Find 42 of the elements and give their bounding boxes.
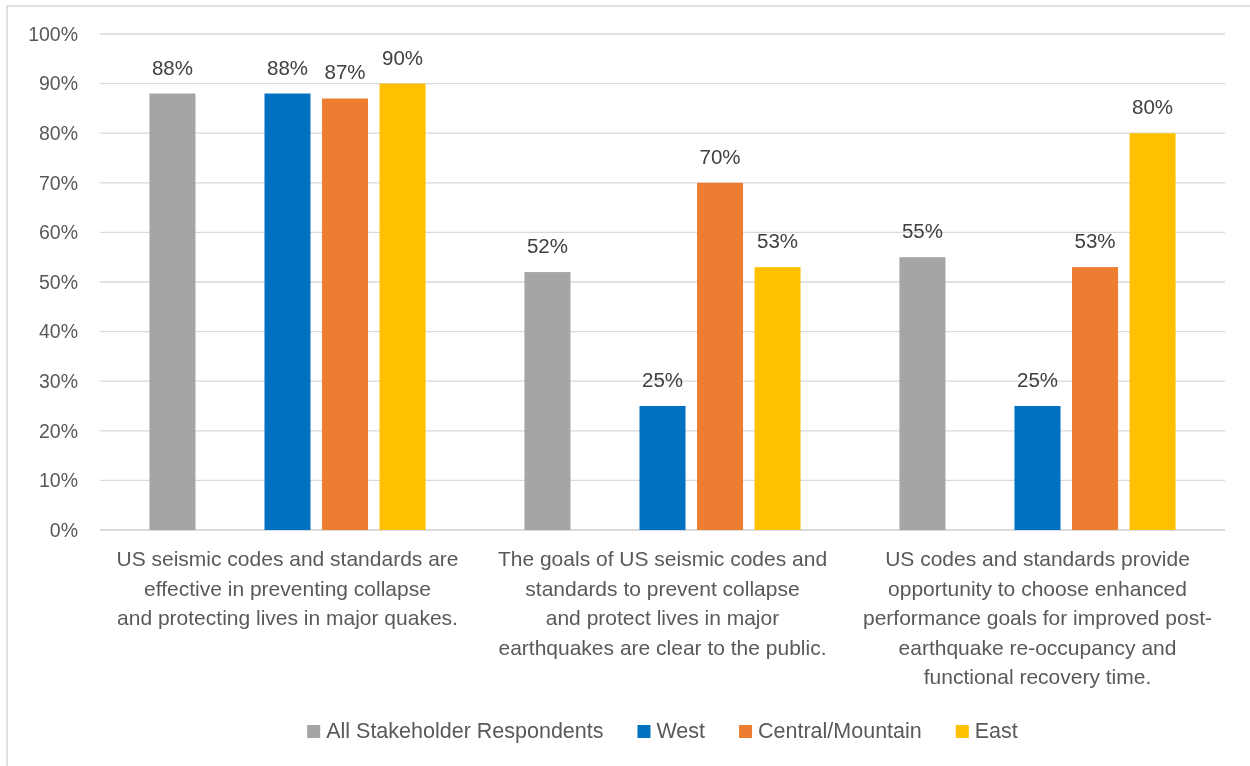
bar — [322, 98, 369, 530]
y-tick-label: 40% — [38, 320, 78, 343]
y-tick-label: 90% — [38, 72, 78, 95]
x-tick-label: The goals of US seismic codes and standards to prevent collapse and protect lives in major earthquakes are clear to the public. — [497, 547, 828, 659]
data-label: 70% — [699, 144, 741, 168]
bar — [639, 406, 686, 530]
y-tick-label: 100% — [28, 22, 78, 45]
bar — [1014, 406, 1061, 530]
bar — [899, 257, 946, 530]
data-label: 53% — [757, 229, 799, 253]
y-tick-label: 20% — [38, 419, 78, 442]
legend-label: East — [974, 719, 1018, 743]
data-label: 25% — [1016, 368, 1059, 391]
y-tick-label: 10% — [38, 469, 78, 492]
bar — [149, 93, 196, 530]
data-label: 80% — [1132, 95, 1174, 119]
x-tick-label: US seismic codes and standards are effective in preventing collapse and protecting lives in major quakes. — [116, 547, 459, 629]
y-tick-label: 50% — [38, 270, 78, 293]
data-label: 87% — [324, 60, 366, 84]
y-tick-label: 0% — [49, 518, 78, 541]
bar — [264, 93, 311, 530]
y-tick-label: 60% — [38, 221, 78, 244]
bar — [754, 267, 801, 530]
data-label: 55% — [901, 219, 943, 243]
bar — [524, 272, 571, 530]
bar — [1129, 133, 1176, 530]
data-label: 88% — [266, 55, 309, 79]
data-label: 25% — [641, 368, 684, 391]
bar — [697, 182, 744, 530]
y-tick-label: 30% — [38, 370, 78, 393]
data-label: 88% — [151, 55, 193, 79]
legend-label: All Stakeholder Respondents — [326, 719, 604, 743]
data-label: 52% — [526, 234, 568, 258]
legend-label: West — [656, 719, 706, 743]
legend-label: Central/Mountain — [758, 719, 922, 743]
y-tick-label: 80% — [38, 122, 78, 145]
data-label: 53% — [1074, 229, 1116, 253]
y-tick-label: 70% — [38, 171, 78, 194]
x-tick-label: US codes and standards provide opportunity to choose enhanced performance goals for improved post- earthquake re-occupancy and functional recovery time. — [863, 547, 1212, 688]
bar — [379, 83, 426, 530]
data-label: 90% — [382, 45, 424, 69]
bar — [1072, 267, 1119, 530]
